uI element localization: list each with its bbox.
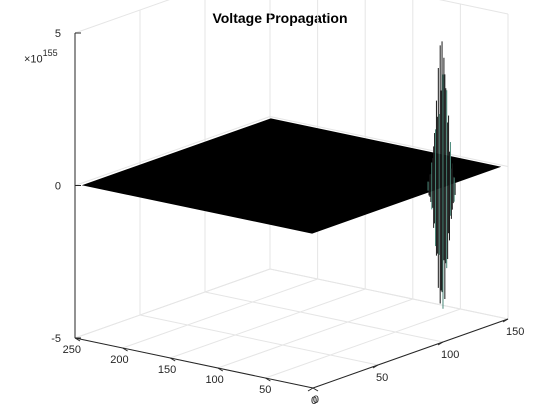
side-wall-grid-z <box>74 268 271 339</box>
side-wall-grid-z <box>74 116 271 186</box>
side-wall-grid-z <box>74 0 170 34</box>
chart-title: Voltage Propagation <box>212 10 348 26</box>
back-wall-grid-z <box>438 0 509 15</box>
axes <box>74 32 509 392</box>
y-tick-mark <box>372 364 379 369</box>
x-tick-mark <box>312 387 319 392</box>
x-tick-mark <box>122 347 128 352</box>
floor-grid-line-x <box>217 298 413 369</box>
x-tick-label: 100 <box>205 374 223 386</box>
x-tick-label: 0 <box>313 394 319 406</box>
z-tick-label: -5 <box>51 333 61 345</box>
floor-grid-line-x <box>170 288 366 359</box>
z-axis-exponent: ×10155 <box>24 48 58 66</box>
floor-grid-line-y <box>139 314 379 366</box>
floor-grid-line-x <box>265 308 461 379</box>
y-tick-mark <box>437 341 444 346</box>
back-wall-grid-z <box>269 268 509 320</box>
surface <box>81 41 502 309</box>
y-tick-label: 50 <box>376 372 388 384</box>
y-axis-line <box>312 318 509 389</box>
x-tick-mark <box>169 357 176 362</box>
y-tick-label: 0 <box>311 395 317 407</box>
z-tick-label: 5 <box>55 28 61 40</box>
y-tick-mark <box>307 387 314 392</box>
y-tick-label: 150 <box>506 326 524 338</box>
x-axis-line <box>74 337 314 389</box>
back-wall-grid-z <box>269 116 509 167</box>
x-tick-mark <box>217 367 224 372</box>
x-tick-label: 200 <box>110 354 128 366</box>
floor-grid-line-x <box>122 278 318 349</box>
floor-grid-line-y <box>204 291 444 343</box>
z-tick-label: 0 <box>55 181 61 193</box>
x-tick-mark <box>265 377 271 382</box>
x-tick-label: 250 <box>63 344 81 356</box>
y-tick-mark <box>502 318 509 323</box>
z-exponent-base: ×10 <box>24 53 43 66</box>
y-tick-label: 100 <box>441 349 459 361</box>
x-tick-label: 150 <box>158 364 176 376</box>
x-tick-label: 50 <box>259 384 271 396</box>
z-exponent-power: 155 <box>42 48 58 58</box>
